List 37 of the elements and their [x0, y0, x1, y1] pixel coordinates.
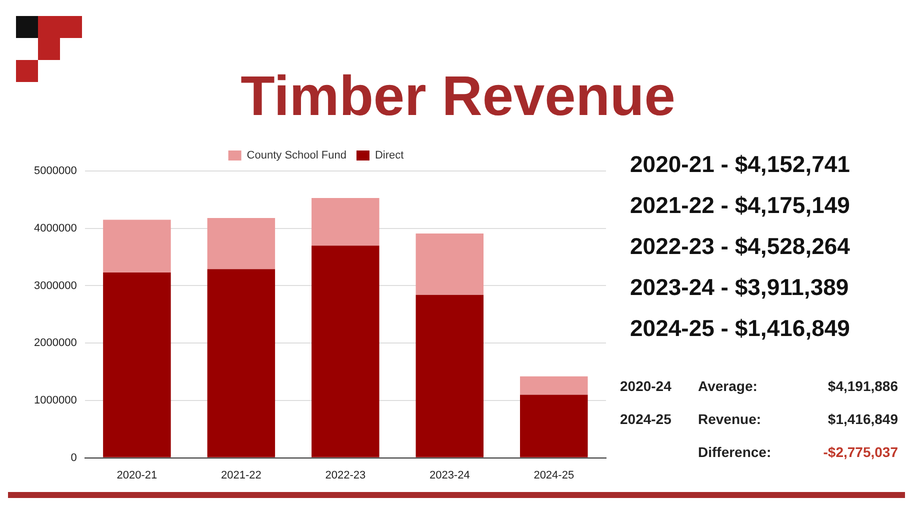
- y-tick-label: 4000000: [34, 222, 77, 234]
- bar: [207, 269, 276, 458]
- text: Average:: [698, 378, 758, 394]
- y-tick-label: 3000000: [34, 280, 77, 292]
- x-tick-label: 2022-23: [325, 469, 366, 482]
- bar: [520, 394, 588, 458]
- x-tick-label: 2021-22: [220, 469, 262, 482]
- x-tick-label: 2020-21: [116, 469, 158, 482]
- text: $1,416,849: [826, 411, 898, 427]
- bar: [312, 198, 380, 246]
- chart-title: Timber Revenue: [240, 63, 676, 128]
- bar: [103, 272, 171, 458]
- y-tick-label: 0: [70, 452, 77, 464]
- legend-label: County School Fund: [246, 150, 346, 162]
- x-tick-label: 2023-24: [429, 469, 470, 482]
- bar: [103, 220, 171, 273]
- y-tick-label: 1000000: [34, 394, 77, 406]
- y-tick-label: 2000000: [34, 337, 77, 350]
- text: 2024-25: [620, 411, 672, 427]
- text: $4,191,886: [826, 378, 898, 394]
- bar: [207, 218, 276, 270]
- text: Revenue:: [698, 411, 762, 427]
- text: Difference:: [698, 444, 772, 460]
- bar: [416, 294, 484, 458]
- y-tick-label: 5000000: [34, 165, 77, 178]
- legend-label: Direct: [374, 150, 404, 162]
- text: 2020-21 - $4,152,741: [630, 151, 850, 179]
- x-tick-label: 2024-25: [534, 469, 574, 482]
- bar: [416, 234, 484, 295]
- text: 2023-24 - $3,911,389: [630, 274, 850, 302]
- text: 2021-22 - $4,175,149: [630, 192, 850, 220]
- text: 2020-24: [620, 378, 672, 394]
- text: 2022-23 - $4,528,264: [630, 233, 850, 261]
- bar: [520, 376, 588, 395]
- text: 2024-25 - $1,416,849: [630, 315, 850, 343]
- text: -$2,775,037: [822, 444, 898, 460]
- bar: [312, 246, 380, 458]
